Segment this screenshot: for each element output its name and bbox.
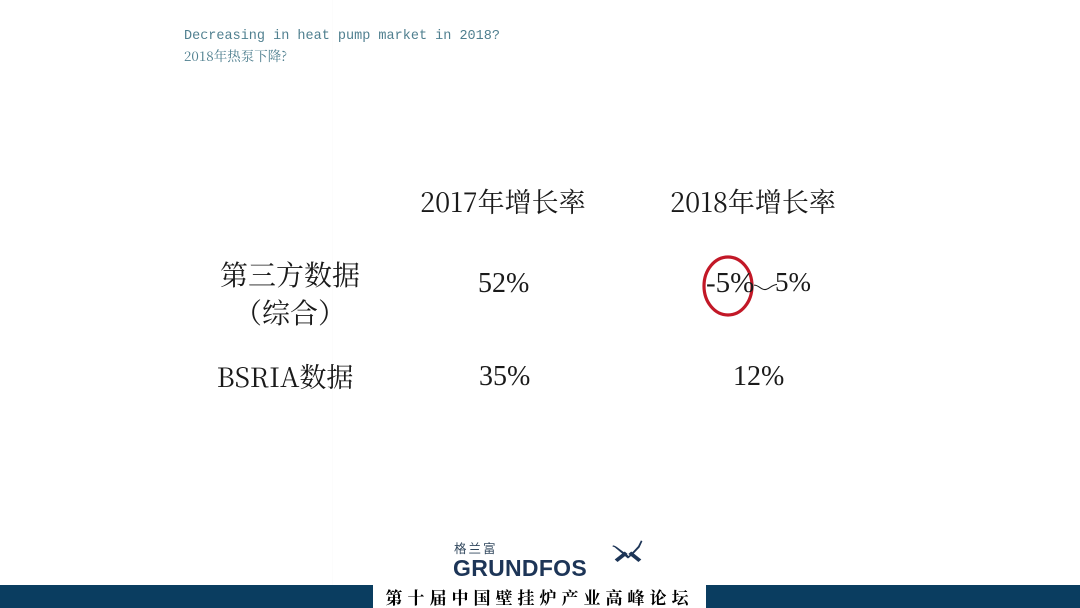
svg-text:GRUNDFOS: GRUNDFOS bbox=[453, 555, 587, 581]
